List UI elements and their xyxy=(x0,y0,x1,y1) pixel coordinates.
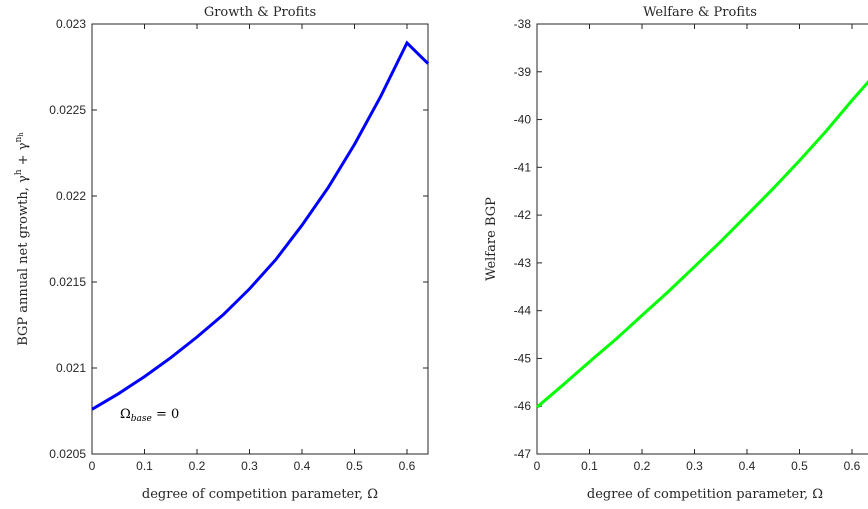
welfare-plot-frame xyxy=(536,23,868,455)
growth-x-tick-label: 0.3 xyxy=(241,459,258,473)
welfare-y-tick-label: -40 xyxy=(514,113,532,127)
welfare-y-tick-label: -43 xyxy=(514,256,532,270)
growth-y-axis-label: BGP annual net growth, γh + γnh xyxy=(14,132,31,346)
welfare-y-tick-label: -39 xyxy=(514,65,532,79)
welfare-x-tick-label: 0.3 xyxy=(686,459,703,473)
welfare-y-tick-label: -38 xyxy=(514,17,532,31)
welfare-y-ticks: -47 -46 -45 -44 -43 -42 -41 -40 -39 -38 xyxy=(514,17,542,461)
growth-y-tick-label: 0.022 xyxy=(56,189,86,203)
growth-y-tick-label: 0.0225 xyxy=(49,103,86,117)
welfare-x-tick-label: 0.4 xyxy=(739,459,756,473)
welfare-title: Welfare & Profits xyxy=(643,5,757,20)
growth-x-tick-label: 0 xyxy=(89,459,96,473)
welfare-x-tick-label: 0.2 xyxy=(634,459,651,473)
growth-x-tick-label: 0.5 xyxy=(346,459,363,473)
growth-panel: Growth & Profits 0.02050.0210.02150.0220… xyxy=(14,5,430,502)
growth-x-tick-label: 0.6 xyxy=(399,459,416,473)
welfare-x-tick-label: 0.1 xyxy=(581,459,598,473)
welfare-panel: Welfare & Profits -47-46-45-44-43-42-41-… xyxy=(484,5,868,502)
growth-x-axis-label: degree of competition parameter, Ω xyxy=(142,487,378,502)
welfare-y-tick-label: -46 xyxy=(514,399,532,413)
welfare-y-axis-label: Welfare BGP xyxy=(484,197,499,281)
growth-x-tick-label: 0.4 xyxy=(294,459,311,473)
welfare-x-tick-label: 0.6 xyxy=(844,459,861,473)
welfare-y-tick-label: -44 xyxy=(514,304,532,318)
growth-x-tick-label: 0.1 xyxy=(136,459,153,473)
growth-x-tick-label: 0.2 xyxy=(189,459,206,473)
welfare-x-axis-label: degree of competition parameter, Ω xyxy=(587,487,823,502)
welfare-series-line xyxy=(536,79,868,409)
welfare-x-tick-label: 0 xyxy=(534,459,541,473)
growth-series-line xyxy=(91,40,430,411)
growth-x-ticks: 0 0.1 0.2 0.3 0.4 0.5 0.6 xyxy=(89,24,416,473)
welfare-y-tick-label: -42 xyxy=(514,208,532,222)
welfare-x-tick-label: 0.5 xyxy=(791,459,808,473)
growth-y-tick-label: 0.0215 xyxy=(49,275,86,289)
welfare-y-tick-label: -47 xyxy=(514,447,532,461)
growth-title: Growth & Profits xyxy=(204,5,316,20)
growth-plot-frame xyxy=(91,23,429,455)
welfare-y-tick-label: -41 xyxy=(514,160,532,174)
welfare-x-ticks: 0 0.1 0.2 0.3 0.4 0.5 0.6 xyxy=(534,24,861,473)
growth-y-ticks: 0.0205 0.021 0.0215 0.022 0.0225 0.023 xyxy=(49,17,428,461)
growth-y-tick-label: 0.023 xyxy=(56,17,86,31)
welfare-y-tick-label: -45 xyxy=(514,351,532,365)
growth-y-tick-label: 0.021 xyxy=(56,361,86,375)
growth-y-tick-label: 0.0205 xyxy=(49,447,86,461)
